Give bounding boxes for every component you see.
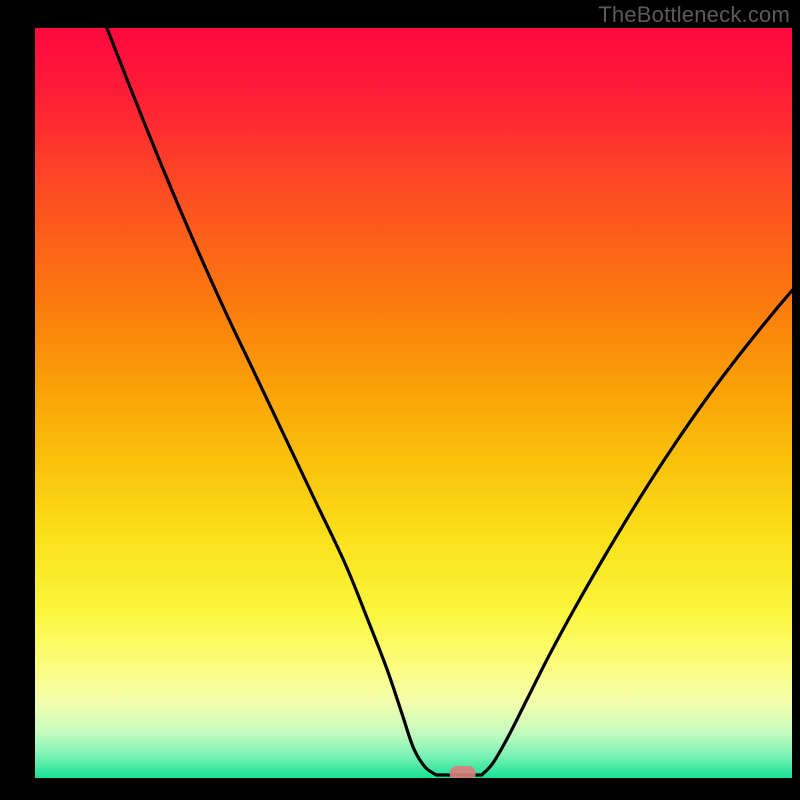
bottleneck-curve-chart	[0, 0, 800, 800]
chart-container: TheBottleneck.com	[0, 0, 800, 800]
plot-background-gradient	[35, 28, 792, 778]
